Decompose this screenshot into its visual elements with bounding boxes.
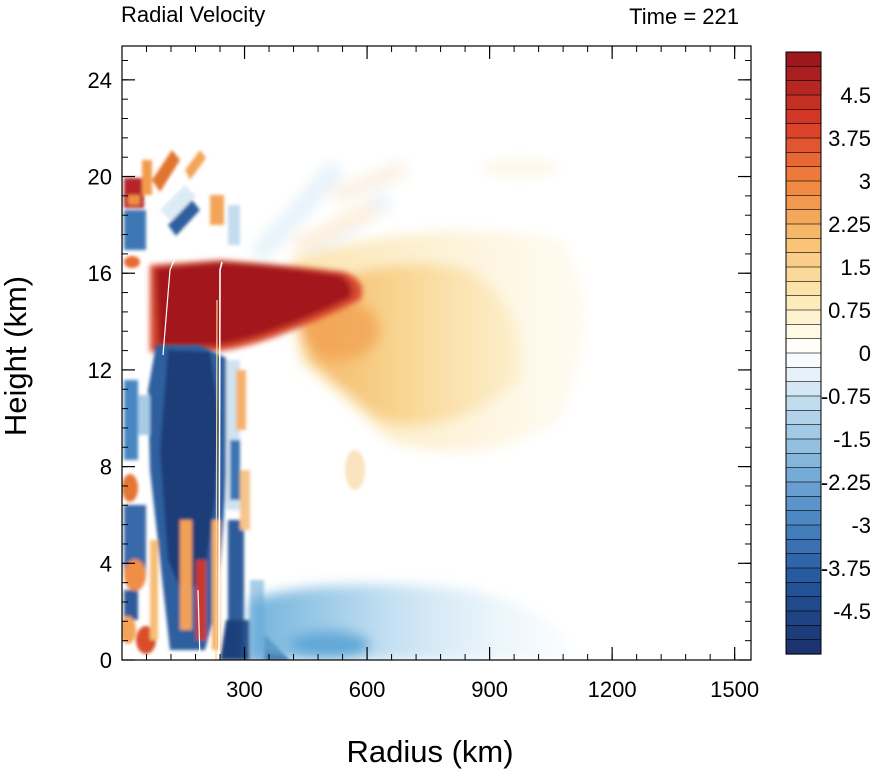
- colorbar-label: 0.75: [828, 298, 871, 323]
- colorbar-swatch: [785, 481, 822, 497]
- colorbar-swatch: [785, 324, 822, 340]
- colorbar-swatch: [785, 309, 822, 325]
- colorbar-swatch: [785, 496, 822, 512]
- colorbar-swatch: [785, 596, 822, 612]
- colorbar: 4.5 3.75 3 2.25 1.5 0.75 0 -0.75 -1.5 -2.25 -3 -3.7…: [785, 51, 871, 655]
- colorbar-swatch: [785, 195, 822, 211]
- colorbar-swatch: [785, 510, 822, 526]
- colorbar-swatch: [785, 80, 822, 96]
- y-tick-label: 0: [100, 648, 112, 673]
- y-axis-title: Height (km): [0, 276, 33, 436]
- colorbar-label: 3.75: [828, 126, 871, 151]
- colorbar-swatch: [785, 539, 822, 555]
- colorbar-swatch: [785, 238, 822, 254]
- colorbar-swatch: [785, 166, 822, 182]
- colorbar-swatch: [785, 123, 822, 139]
- colorbar-swatch: [785, 295, 822, 311]
- colorbar-swatch: [785, 94, 822, 110]
- colorbar-swatch: [785, 180, 822, 196]
- colorbar-swatch: [785, 223, 822, 239]
- colorbar-swatch: [785, 438, 822, 454]
- colorbar-swatch: [785, 381, 822, 397]
- colorbar-swatch: [785, 367, 822, 383]
- colorbar-swatch: [785, 152, 822, 168]
- colorbar-swatch: [785, 66, 822, 82]
- x-tick-label: 300: [226, 677, 263, 702]
- y-tick-label: 16: [88, 261, 112, 286]
- colorbar-swatch: [785, 338, 822, 354]
- colorbar-swatch: [785, 266, 822, 282]
- plot-frame: [121, 45, 752, 661]
- axes: 300 600 900 1200 1500 0 4 8 12 16 20 24: [88, 46, 759, 702]
- colorbar-swatch: [785, 553, 822, 569]
- colorbar-label: 3: [859, 169, 871, 194]
- colorbar-swatch: [785, 209, 822, 225]
- chart-title-left: Radial Velocity: [121, 2, 265, 27]
- colorbar-label: -4.5: [833, 599, 871, 624]
- y-tick-label: 12: [88, 358, 112, 383]
- y-tick-label: 20: [88, 165, 112, 190]
- colorbar-swatch: [785, 467, 822, 483]
- colorbar-swatch: [785, 137, 822, 153]
- colorbar-swatch: [785, 582, 822, 598]
- x-tick-label: 600: [349, 677, 386, 702]
- y-tick-label: 8: [100, 455, 112, 480]
- colorbar-swatch: [785, 567, 822, 583]
- y-tick-label: 24: [88, 68, 112, 93]
- colorbar-swatch: [785, 424, 822, 440]
- colorbar-swatch: [785, 352, 822, 368]
- colorbar-label: -3.75: [821, 556, 871, 581]
- colorbar-swatch: [785, 625, 822, 641]
- colorbar-label: -2.25: [821, 470, 871, 495]
- colorbar-label: 0: [859, 341, 871, 366]
- colorbar-swatch: [785, 395, 822, 411]
- colorbar-swatch: [785, 252, 822, 268]
- velocity-field: [122, 46, 751, 660]
- colorbar-swatch: [785, 453, 822, 469]
- x-tick-label: 1200: [588, 677, 637, 702]
- colorbar-label: 2.25: [828, 212, 871, 237]
- colorbar-swatch: [785, 109, 822, 125]
- x-tick-label: 900: [471, 677, 508, 702]
- x-tick-label: 1500: [710, 677, 759, 702]
- colorbar-swatch: [785, 639, 822, 655]
- colorbar-frame: [785, 51, 822, 655]
- colorbar-label: 1.5: [840, 255, 871, 280]
- colorbar-swatch: [785, 410, 822, 426]
- colorbar-label: 4.5: [840, 83, 871, 108]
- colorbar-swatch: [785, 281, 822, 297]
- colorbar-swatch: [785, 524, 822, 540]
- chart-title-right: Time = 221: [629, 4, 739, 29]
- x-axis-title: Radius (km): [346, 734, 513, 769]
- y-tick-label: 4: [100, 551, 112, 576]
- colorbar-label: -0.75: [821, 384, 871, 409]
- colorbar-swatch: [785, 610, 822, 626]
- colorbar-label: -3: [851, 513, 871, 538]
- colorbar-swatch: [785, 51, 822, 67]
- colorbar-label: -1.5: [833, 427, 871, 452]
